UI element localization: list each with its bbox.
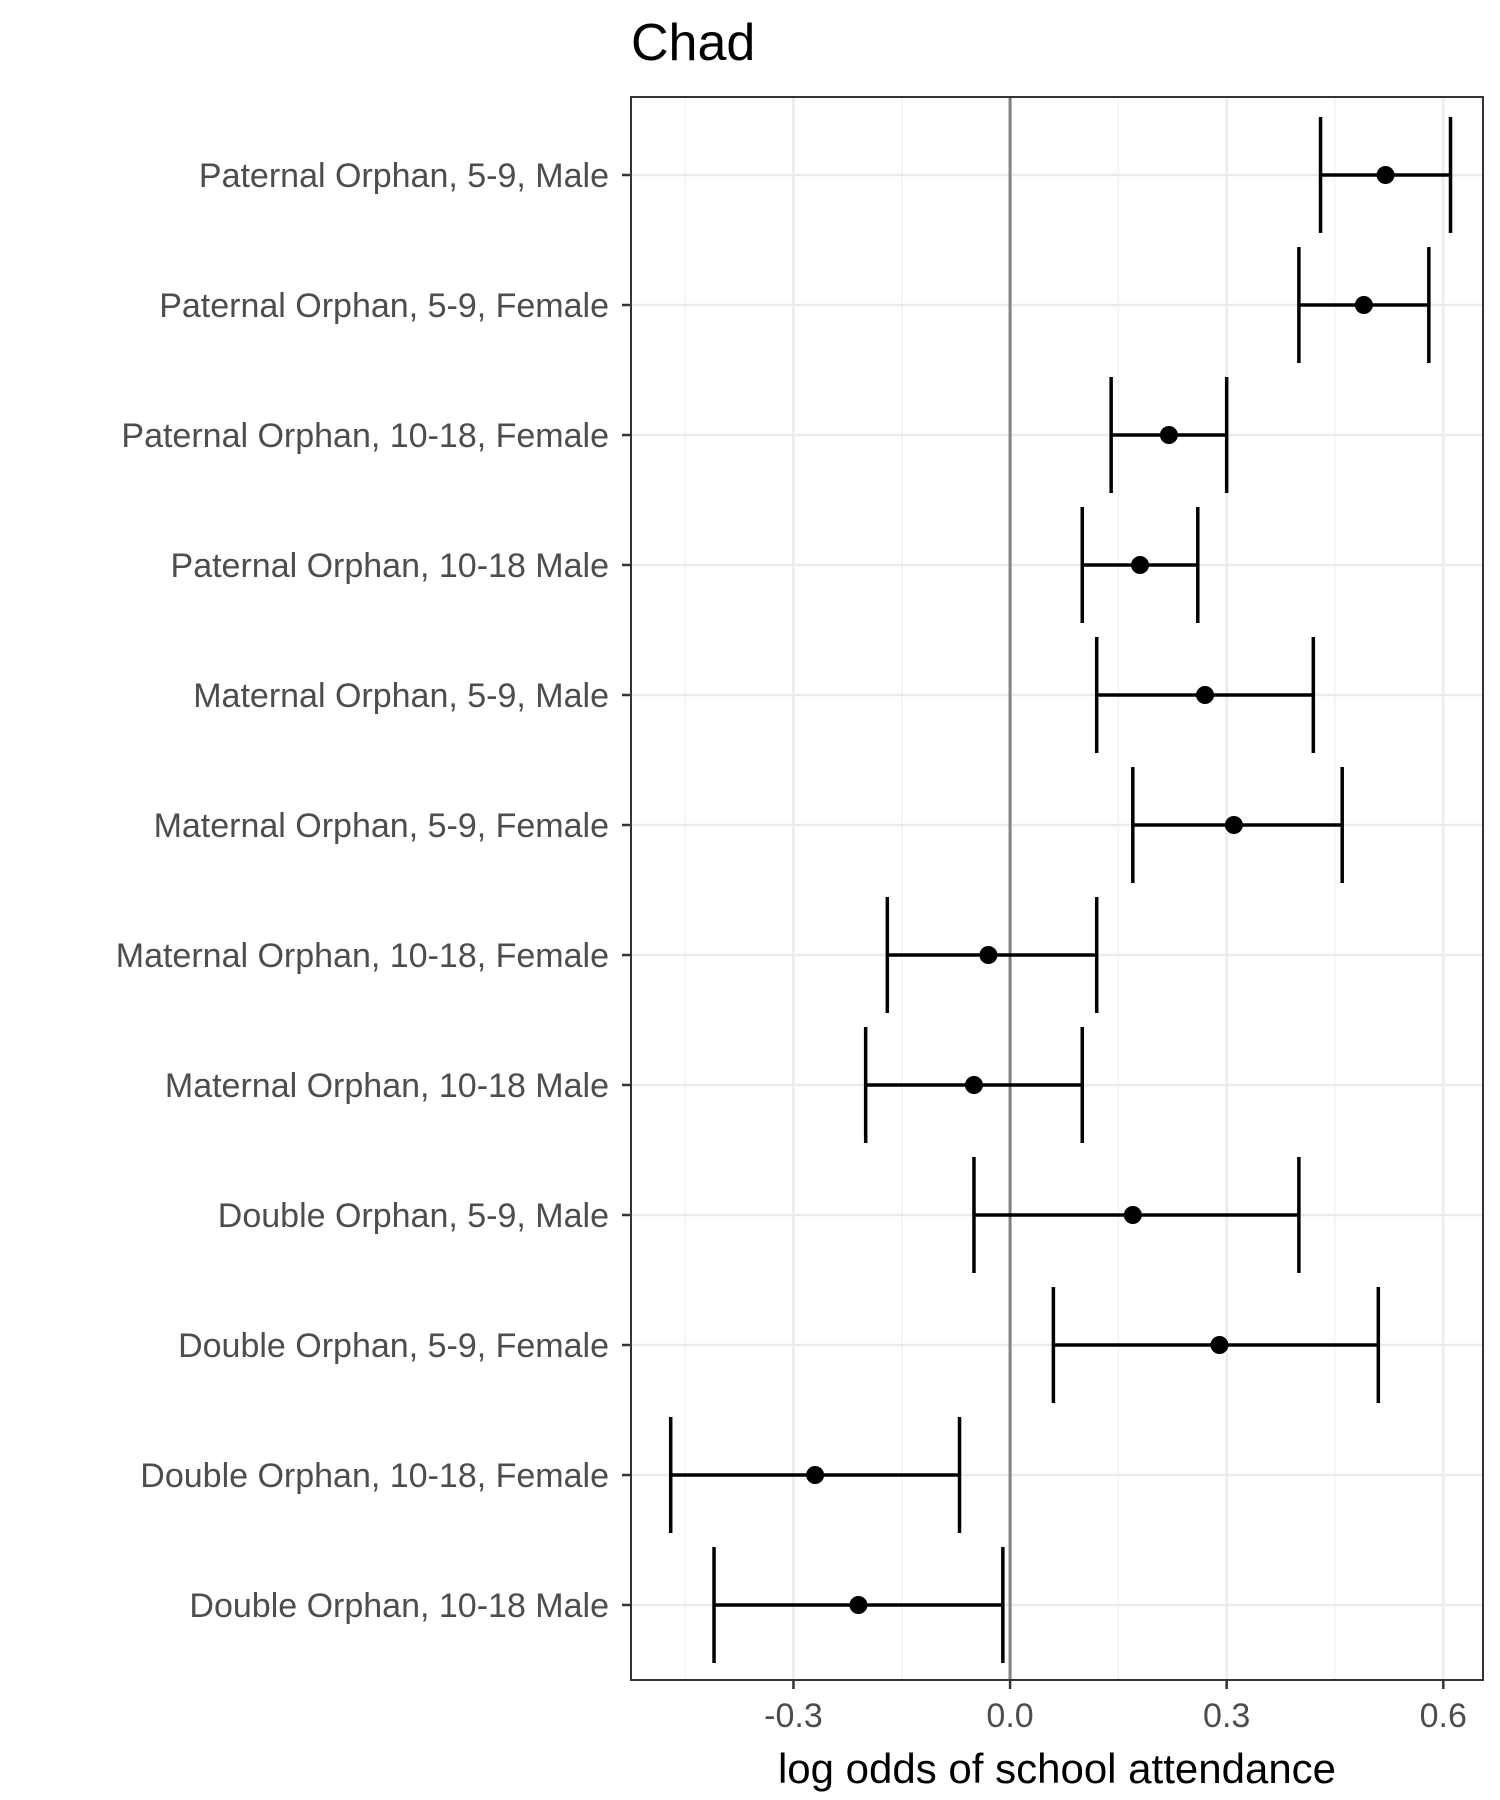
y-tick-label: Double Orphan, 10-18 Male (189, 1587, 609, 1625)
x-tick-label: 0.6 (1420, 1697, 1467, 1735)
estimate-point (1123, 1206, 1142, 1224)
x-axis-label: log odds of school attendance (778, 1745, 1336, 1792)
y-tick-label: Maternal Orphan, 5-9, Female (154, 807, 609, 845)
estimate-point (849, 1596, 868, 1614)
y-tick-label: Paternal Orphan, 5-9, Male (199, 157, 609, 195)
y-tick-label: Maternal Orphan, 10-18, Female (116, 937, 609, 975)
estimate-point (1196, 686, 1215, 704)
estimate-point (1210, 1336, 1229, 1354)
marks-layer (668, 117, 1453, 1663)
y-tick-label: Paternal Orphan, 10-18 Male (171, 547, 609, 585)
estimate-point (979, 946, 998, 964)
estimate-point (1131, 556, 1150, 574)
y-tick-label: Maternal Orphan, 10-18 Male (165, 1067, 609, 1105)
x-tick-label: 0.3 (1203, 1697, 1250, 1735)
estimate-point (964, 1076, 983, 1094)
panel-border (630, 96, 1484, 1681)
y-tick-label: Double Orphan, 5-9, Female (178, 1327, 609, 1365)
y-tick-label: Paternal Orphan, 5-9, Female (159, 287, 609, 325)
estimate-point (1224, 816, 1243, 834)
x-tick-label: 0.0 (986, 1697, 1033, 1735)
y-tick-label: Paternal Orphan, 10-18, Female (121, 417, 609, 455)
estimate-point (1354, 296, 1373, 314)
estimate-point (1159, 426, 1178, 444)
estimate-point (806, 1466, 825, 1484)
y-tick-label: Double Orphan, 10-18, Female (140, 1457, 609, 1495)
estimate-point (1376, 166, 1395, 184)
y-tick-label: Double Orphan, 5-9, Male (218, 1197, 609, 1235)
y-tick-label: Maternal Orphan, 5-9, Male (193, 677, 609, 715)
axis-layer: Paternal Orphan, 5-9, Male Paternal Orpha… (116, 96, 1484, 1735)
x-tick-label: -0.3 (764, 1697, 823, 1735)
chart-title: Chad (631, 14, 755, 72)
